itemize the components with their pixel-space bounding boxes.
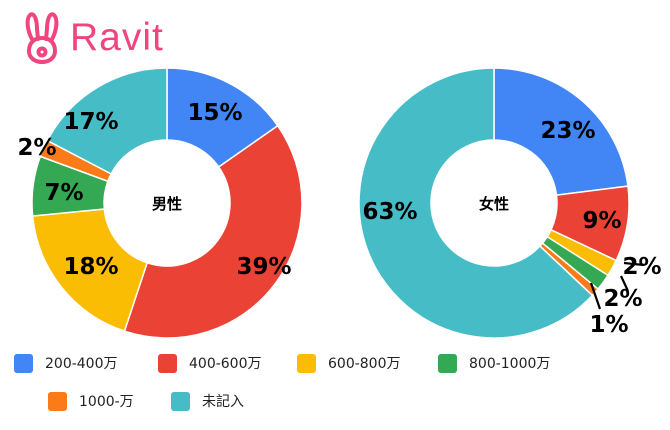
brand-name: Ravit	[70, 16, 164, 59]
data-label: 2%	[17, 135, 56, 161]
legend-swatch	[297, 353, 316, 373]
legend-item: 未記入	[171, 390, 244, 412]
donut-chart: 23%9%2%2%1%63% 女性	[358, 67, 662, 339]
leader-line	[589, 282, 602, 310]
data-label: 63%	[362, 199, 417, 225]
pie-slice	[358, 67, 594, 339]
legend-label: 1000-万	[79, 394, 134, 410]
brand-logo: Ravit	[22, 8, 164, 68]
pie-slice	[123, 124, 303, 339]
legend-swatch	[438, 353, 457, 373]
data-label: 2%	[622, 254, 661, 280]
data-label: 9%	[582, 208, 621, 234]
legend-swatch	[158, 353, 177, 373]
pie-slice	[493, 67, 629, 196]
data-label: 17%	[63, 109, 118, 135]
legend-label: 400-600万	[189, 356, 262, 372]
leader-line	[620, 275, 629, 292]
data-label: 7%	[44, 180, 83, 206]
legend-item: 800-1000万	[438, 352, 550, 374]
legend-label: 200-400万	[45, 356, 118, 372]
legend-label: 未記入	[202, 394, 244, 410]
legend-swatch	[48, 391, 67, 411]
data-label: 2%	[603, 286, 642, 312]
chart-title: 女性	[479, 195, 509, 213]
donut-chart: 15% 39% 18% 7% 2% 17% 男性	[17, 67, 303, 339]
leader-line	[623, 261, 645, 267]
legend-item: 200-400万	[14, 352, 118, 374]
legend-item: 1000-万	[48, 390, 134, 412]
legend-label: 800-1000万	[469, 356, 551, 372]
data-label: 39%	[236, 254, 291, 280]
legend-swatch	[14, 353, 33, 373]
pie-slice	[46, 67, 168, 175]
data-label: 15%	[187, 100, 242, 126]
legend-swatch	[171, 391, 190, 411]
chart-title: 男性	[152, 195, 182, 213]
legend-item: 600-800万	[297, 352, 401, 374]
data-label: 18%	[63, 254, 118, 280]
legend-label: 600-800万	[328, 356, 401, 372]
rabbit-icon	[25, 12, 59, 64]
legend-item: 400-600万	[158, 352, 262, 374]
data-label: 1%	[589, 312, 628, 338]
pie-slice	[31, 208, 149, 333]
data-label: 23%	[540, 118, 595, 144]
